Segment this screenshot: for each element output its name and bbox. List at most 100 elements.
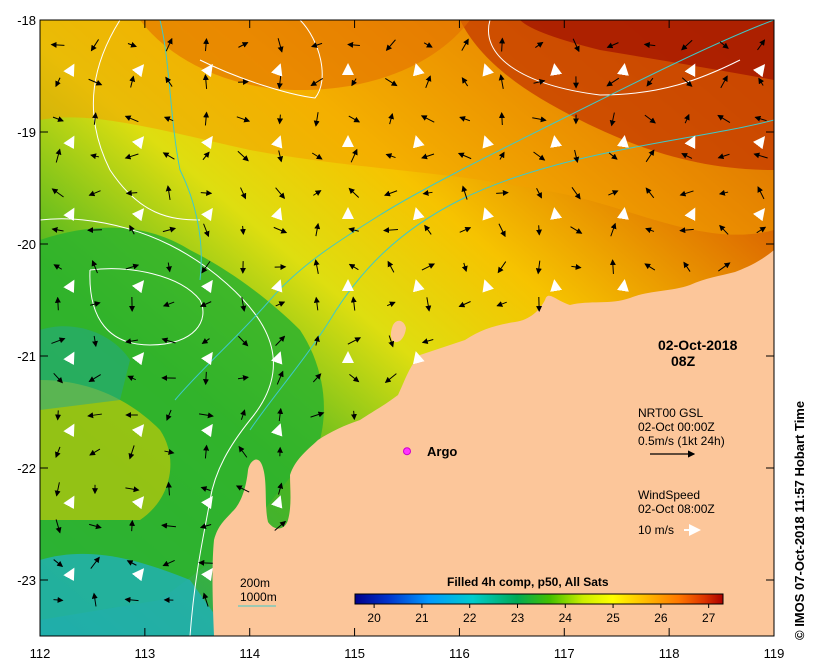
current-vector: [719, 224, 729, 235]
wind-vector: [412, 279, 425, 293]
colorbar-label: 25: [606, 611, 620, 625]
current-vector: [162, 559, 175, 567]
current-vector: [124, 115, 139, 123]
current-vector: [683, 261, 691, 272]
current-vector: [720, 75, 728, 89]
current-vector: [570, 226, 583, 234]
wind-vector: [412, 135, 425, 149]
current-vector: [459, 226, 472, 233]
current-vector: [162, 226, 177, 233]
current-vector: [535, 225, 542, 236]
colorbar-label: 22: [463, 611, 477, 625]
colorbar: Filled 4h comp, p50, All Sats 20 21 22 23 24…: [354, 575, 724, 625]
wind-vector: [617, 135, 629, 148]
current-vector: [608, 190, 619, 196]
current-vector: [609, 112, 616, 127]
current-vector: [684, 113, 690, 124]
current-vector: [200, 486, 211, 492]
current-vector: [606, 77, 620, 87]
current-vector: [313, 296, 320, 311]
current-vector: [351, 78, 358, 87]
wind-vector: [63, 63, 75, 78]
contour-legend-200m: 200m: [240, 576, 270, 590]
current-legend-time: 02-Oct 00:00Z: [638, 420, 715, 434]
current-vector: [91, 260, 98, 274]
current-vector: [313, 335, 320, 346]
current-vector: [425, 297, 432, 312]
current-vector: [535, 41, 544, 48]
wind-vector: [131, 64, 145, 78]
wind-legend-time: 02-Oct 08:00Z: [638, 502, 715, 516]
current-vector: [536, 187, 542, 199]
current-vector: [126, 560, 137, 566]
current-vector: [717, 153, 730, 160]
current-vector: [496, 301, 507, 307]
contour-legend-1000m: 1000m: [240, 590, 277, 604]
current-vector: [423, 42, 433, 48]
current-vector: [203, 444, 210, 459]
contour-1000m: [174, 20, 774, 401]
credit-text: © IMOS 07-Oct-2018 11:57 Hobart Time: [792, 400, 807, 640]
current-vector: [161, 522, 177, 529]
current-vector: [129, 224, 135, 235]
current-vector: [310, 42, 323, 48]
map-frame: [39, 19, 775, 637]
wind-vector: [201, 567, 213, 582]
current-vector: [679, 227, 694, 234]
wind-vector: [201, 279, 213, 294]
lon-tick-label: 114: [239, 646, 260, 661]
colorbar-label: 21: [415, 611, 429, 625]
current-vector: [571, 187, 581, 200]
current-vector: [606, 42, 619, 49]
wind-vector: [131, 280, 145, 294]
longitude-axis: 112 113 114 115 116 117 118 119: [30, 20, 784, 661]
current-vector: [499, 37, 506, 52]
current-vector: [52, 116, 64, 122]
current-vector: [55, 148, 62, 163]
lat-tick-label: -20: [17, 237, 36, 252]
colorbar-labels: 20 21 22 23 24 25 26 27: [367, 604, 716, 625]
current-vector: [53, 596, 64, 603]
date-label: 02-Oct-2018 08Z: [658, 337, 738, 369]
current-vector: [163, 116, 174, 122]
current-vector: [719, 41, 729, 49]
wind-vector: [752, 136, 766, 150]
current-vector: [88, 374, 101, 382]
wind-vector: [131, 136, 145, 150]
current-vector: [461, 262, 468, 273]
wind-vector: [201, 135, 213, 150]
colorbar-label: 27: [702, 611, 716, 625]
current-vector: [350, 296, 357, 311]
current-vector: [313, 190, 322, 196]
current-vector: [498, 112, 505, 126]
wind-legend-title: WindSpeed: [638, 488, 700, 502]
latitude-axis: -18 -19 -20 -21 -22 -23: [17, 13, 774, 588]
current-vector: [88, 190, 101, 197]
current-vector: [424, 224, 432, 235]
current-vector: [53, 264, 63, 270]
argo-float-marker: Argo: [403, 444, 457, 459]
current-legend-model: NRT00 GSL: [638, 406, 703, 420]
colorbar-label: 20: [367, 611, 381, 625]
contour-1000m: [249, 119, 774, 431]
lon-tick-label: 113: [134, 646, 155, 661]
wind-vector: [270, 63, 283, 77]
lat-tick-label: -18: [17, 13, 36, 28]
current-vector: [124, 153, 139, 160]
current-vector: [125, 486, 140, 493]
current-vector: [644, 114, 656, 124]
current-vector: [276, 370, 284, 385]
current-vector: [421, 263, 435, 271]
current-vector: [239, 225, 246, 236]
current-vector: [533, 78, 546, 85]
current-vector: [88, 78, 103, 86]
wind-vector: [684, 63, 696, 77]
current-vector: [459, 116, 471, 122]
lon-tick-label: 117: [554, 646, 575, 661]
contour-200m: [89, 268, 204, 346]
current-vector: [644, 263, 656, 271]
current-vector: [165, 76, 173, 87]
current-vector: [199, 301, 212, 308]
current-vector: [91, 592, 98, 607]
current-vector: [420, 115, 435, 123]
